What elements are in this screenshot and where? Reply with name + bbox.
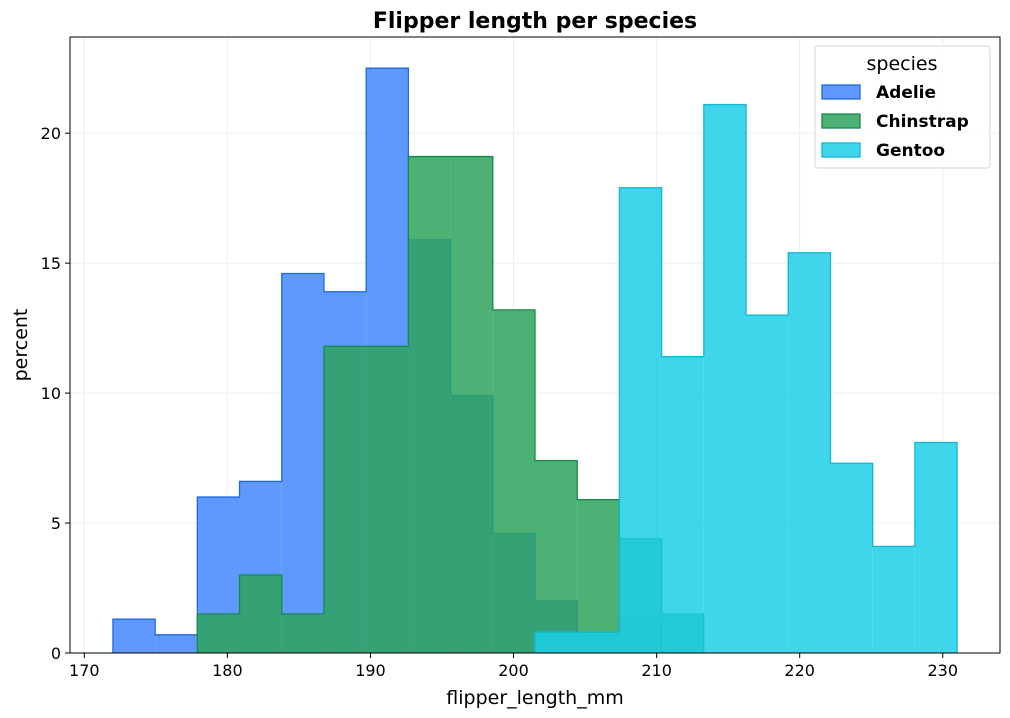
chinstrap-bar [408, 156, 451, 653]
legend-swatch-chinstrap [821, 113, 861, 129]
x-tick-label: 230 [927, 661, 958, 680]
x-tick-label: 170 [69, 661, 100, 680]
gentoo-bar [619, 187, 662, 654]
gentoo-outline [534, 103, 958, 653]
gentoo-bar [535, 632, 578, 653]
gentoo-bar [746, 315, 789, 653]
legend: species Adelie Chinstrap Gentoo [814, 45, 991, 169]
chinstrap-bar [366, 346, 409, 653]
gentoo-bar [872, 546, 915, 653]
gentoo-bar [830, 463, 873, 653]
y-tick-label: 0 [51, 644, 61, 663]
gentoo-bar [788, 252, 831, 653]
gentoo-bar [914, 442, 958, 653]
x-tick-label: 220 [784, 661, 815, 680]
y-axis-label: percent [10, 309, 32, 382]
gentoo-bar [703, 104, 747, 653]
chinstrap-bar [450, 156, 493, 653]
chinstrap-bar [577, 499, 620, 653]
adelie-bar [155, 634, 198, 653]
x-tick-label: 200 [498, 661, 529, 680]
x-tick-label: 190 [355, 661, 386, 680]
y-tick-label: 10 [41, 384, 61, 403]
chinstrap-bar [492, 309, 535, 653]
legend-label-gentoo: Gentoo [876, 141, 945, 161]
x-tick-label: 180 [212, 661, 243, 680]
legend-swatch-adelie [821, 84, 861, 100]
legend-frame [814, 45, 991, 169]
gentoo-bar [661, 356, 704, 653]
chinstrap-bar [281, 614, 324, 653]
legend-swatch-gentoo [821, 142, 861, 158]
y-tick-label: 5 [51, 514, 61, 533]
legend-label-chinstrap: Chinstrap [876, 112, 969, 132]
chart-title: Flipper length per species [373, 9, 697, 34]
y-tick-label: 15 [41, 254, 61, 273]
legend-title: species [867, 53, 938, 75]
adelie-bar [281, 273, 324, 653]
legend-label-adelie: Adelie [876, 83, 936, 103]
y-tick-label: 20 [41, 124, 61, 143]
adelie-bar [112, 619, 156, 653]
axes: 170 180 190 200 210 220 230 0 5 10 15 20 [41, 36, 1001, 680]
chinstrap-bar [535, 460, 578, 653]
gentoo-bar [577, 632, 620, 653]
plot-frame [69, 36, 1001, 654]
x-axis-label: flipper_length_mm [446, 687, 623, 709]
chinstrap-bar [239, 575, 282, 653]
x-tick-label: 210 [641, 661, 672, 680]
chinstrap-bar [323, 346, 367, 653]
histogram-bars [112, 67, 958, 654]
chinstrap-bar [197, 614, 240, 653]
